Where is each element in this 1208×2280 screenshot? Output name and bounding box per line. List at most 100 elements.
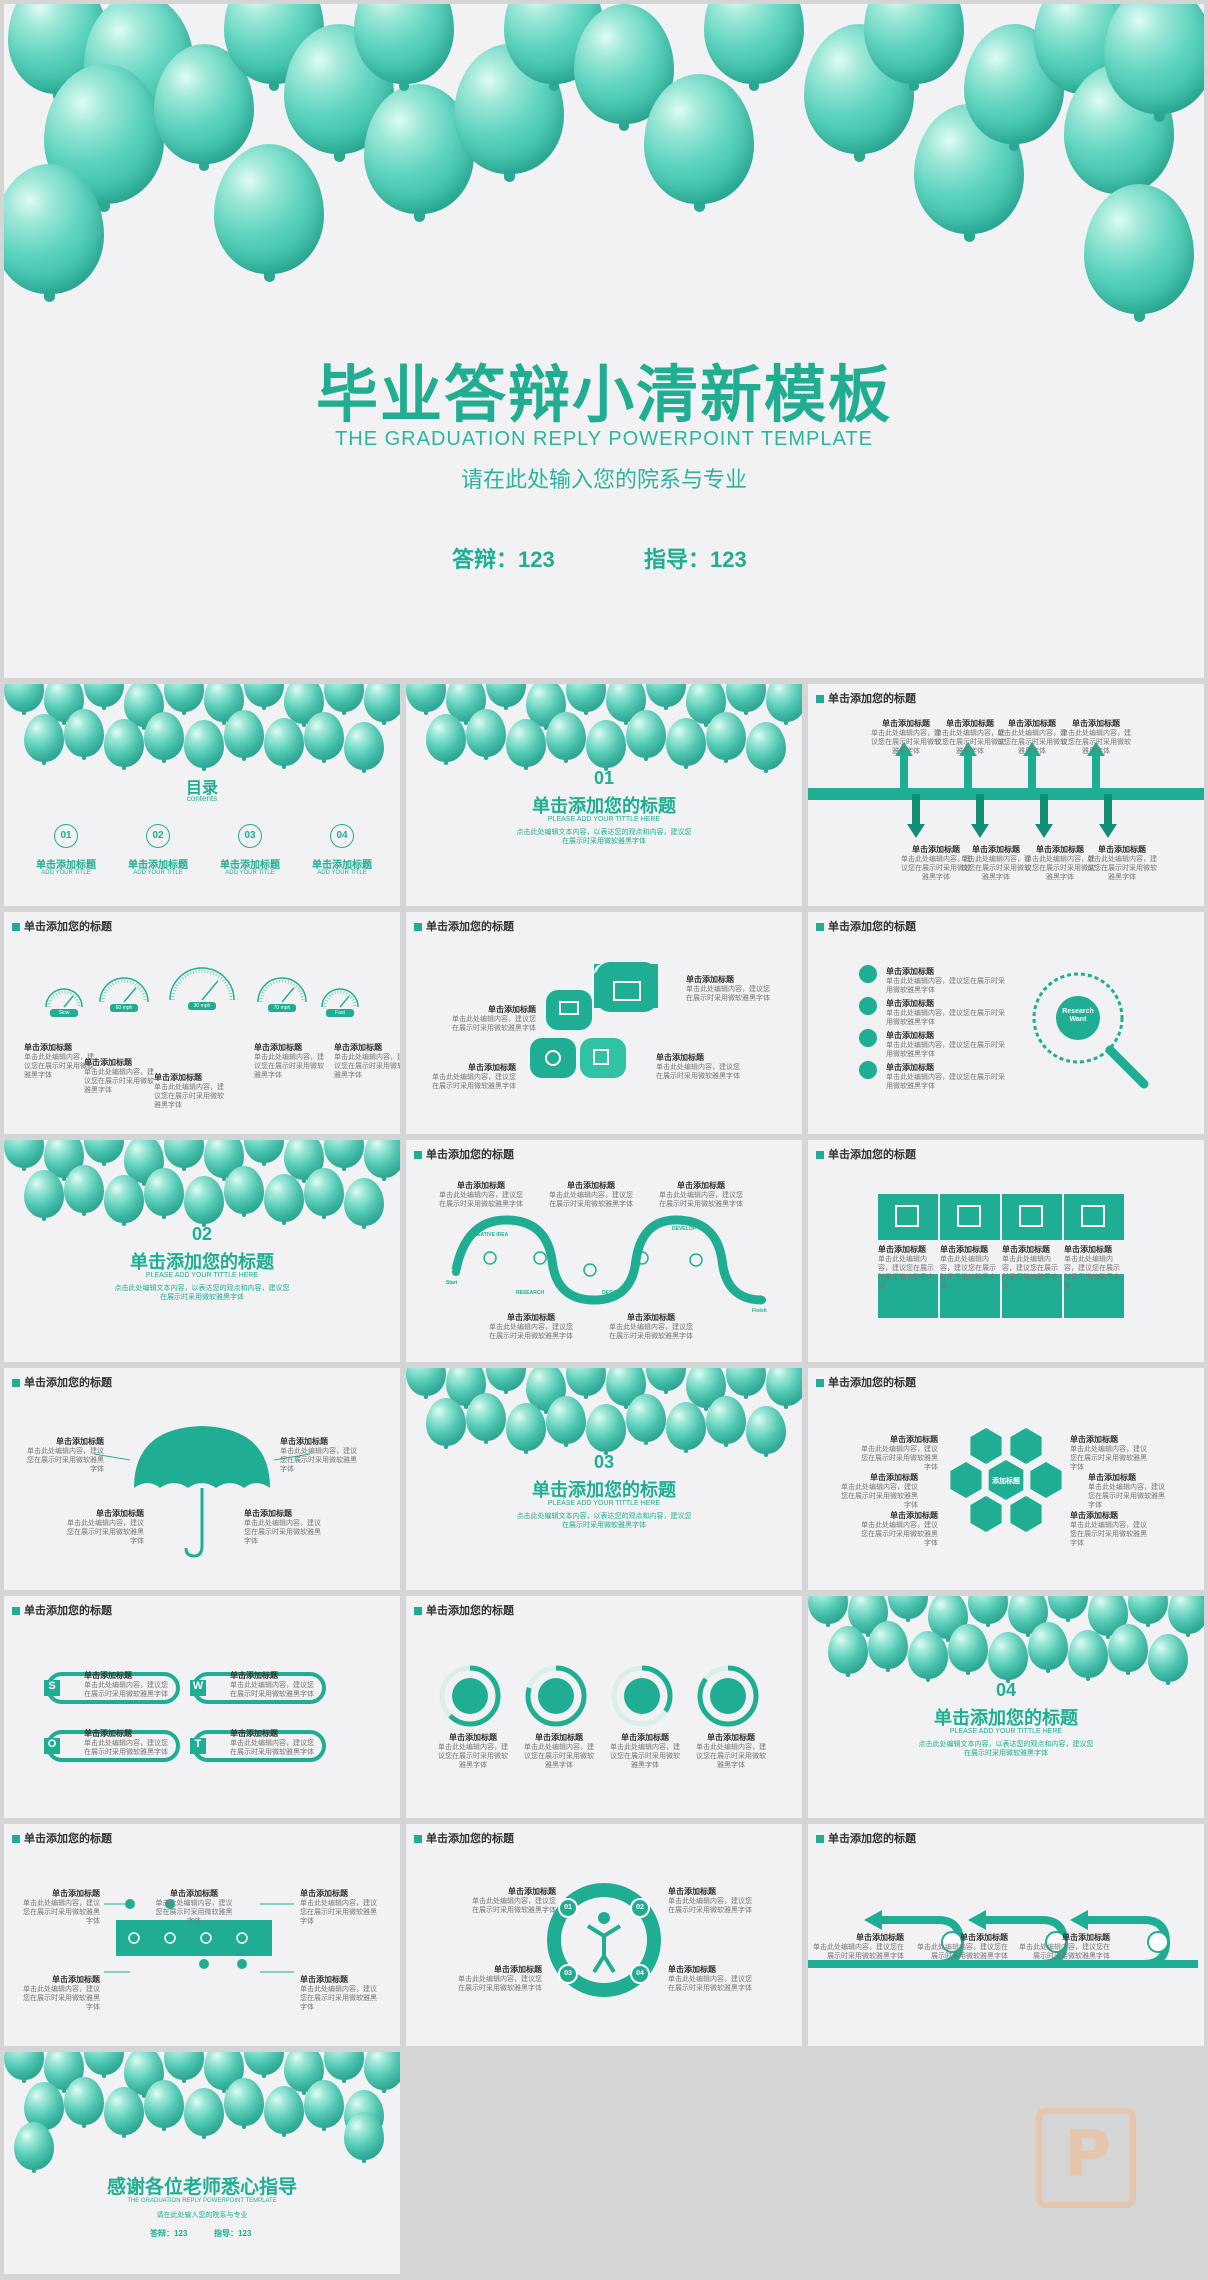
section-slide[interactable]: 03 单击添加您的标题 PLEASE ADD YOUR TITTLE HERE 点击此…	[406, 1368, 802, 1590]
umbrella-diagram	[4, 1368, 400, 1590]
uturn-slide[interactable]: 单击添加您的标题 单击添加标题 单击此处编辑内容，建议您在展示时采用微软雅黑字体 单击…	[808, 1824, 1204, 2046]
balloon-decoration	[988, 1632, 1028, 1683]
item-text: 单击此处编辑内容，建议您在展示时采用微软雅黑字体	[254, 1054, 324, 1079]
icon-grid-diagram	[808, 1140, 1204, 1362]
item-title: 单击添加标题	[154, 1073, 202, 1082]
item-title: 单击添加标题	[84, 1671, 132, 1680]
content-item: 单击添加标题 单击此处编辑内容，建议您在展示时采用微软雅黑字体	[154, 1888, 234, 1926]
item-text: 单击此处编辑内容，建议您在展示时采用微软雅黑字体	[452, 1016, 536, 1032]
wave-label: RESEARCH	[516, 1290, 545, 1296]
balloon-decoration	[264, 1174, 304, 1225]
person-circle-slide[interactable]: 单击添加您的标题 01 02 03 04 单击添加标题 单击此处编辑内容，建议您在展示时采用…	[406, 1824, 802, 2046]
balloon-decoration	[104, 2087, 144, 2138]
content-item: 单击添加标题 单击此处编辑内容，建议您在展示时采用微软雅黑字体	[452, 1964, 542, 1993]
item-text: 单击此处编辑内容，建议您在展示时采用微软雅黑字体	[917, 1944, 1008, 1960]
item-title: 单击添加标题	[56, 1437, 104, 1446]
balloon-decoration	[546, 712, 586, 763]
section-slide[interactable]: 02 单击添加您的标题 PLEASE ADD YOUR TITTLE HERE 点击此…	[4, 1140, 400, 1362]
toc-item-label[interactable]: 单击添加标题	[312, 860, 372, 871]
item-text: 单击此处编辑内容，建议您在展示时采用微软雅黑字体	[668, 1976, 752, 1992]
toc-item-label[interactable]: 单击添加标题	[128, 860, 188, 871]
item-text: 单击此处编辑内容，建议您在展示时采用微软雅黑字体	[886, 1042, 1005, 1058]
thanks-title: 感谢各位老师悉心指导	[106, 2177, 297, 2198]
balloon-decoration	[84, 1140, 124, 1166]
section-slide[interactable]: 01 单击添加您的标题 PLEASE ADD YOUR TITTLE HERE 点击此…	[406, 684, 802, 906]
item-text: 单击此处编辑内容，建议您在展示时采用微软雅黑字体	[230, 1682, 314, 1698]
wave-slide[interactable]: 单击添加您的标题 CREATIVE IDEA RESEARCH DESIGN DEVEL…	[406, 1140, 802, 1362]
content-item: 单击添加标题 单击此处编辑内容，建议您在展示时采用微软雅黑字体	[858, 1510, 938, 1548]
content-item: 单击添加标题 单击此处编辑内容，建议您在展示时采用微软雅黑字体	[1070, 1510, 1150, 1548]
item-text: 单击此处编辑内容，建议您在展示时采用微软雅黑字体	[961, 856, 1031, 881]
item-title: 单击添加标题	[886, 999, 934, 1008]
item-title: 单击添加标题	[668, 1887, 716, 1896]
balloon-decoration	[304, 1168, 344, 1219]
content-item: 单击添加标题 单击此处编辑内容，建议您在展示时采用微软雅黑字体	[466, 1886, 556, 1915]
swot-slide[interactable]: 单击添加您的标题 S W O T 单击添加标题 单击此处编辑内容，建议您在展示时采用微软雅黑…	[4, 1596, 400, 1818]
quadrant-slide[interactable]: 单击添加您的标题 单击添加标题 单击此处编辑内容，建议您在展示时采用微软雅黑字体单…	[406, 912, 802, 1134]
toc-item-label[interactable]: 单击添加标题	[220, 860, 280, 871]
content-item: 单击添加标题 单击此处编辑内容，建议您在展示时采用微软雅黑字体	[808, 1932, 904, 1961]
item-text: 单击此处编辑内容，建议您在展示时采用微软雅黑字体	[23, 1900, 100, 1925]
toc-number: 04	[330, 824, 354, 848]
balloon-decoration	[566, 1368, 606, 1399]
hero-slide[interactable]: 毕业答辩小清新模板 THE GRADUATION REPLY POWERPOIN…	[4, 4, 1204, 678]
thanks-subtitle-cn: 请在此处输入您的院系与专业	[156, 2212, 248, 2219]
balloon-decoration	[104, 719, 144, 770]
research-slide[interactable]: 单击添加您的标题 Research Want 单击添加标题 单击此处编辑内容，建议您在…	[808, 912, 1204, 1134]
balloon-decoration	[324, 684, 364, 715]
content-item: 单击添加标题 单击此处编辑内容，建议您在展示时采用微软雅黑字体	[486, 1312, 576, 1341]
item-title: 单击添加标题	[508, 1887, 556, 1896]
section-slide[interactable]: 04 单击添加您的标题 PLEASE ADD YOUR TITTLE HERE 点击此…	[808, 1596, 1204, 1818]
wave-label: DEVELOP	[672, 1226, 696, 1232]
toc-item-label[interactable]: 单击添加标题	[36, 860, 96, 871]
hexagon-slide[interactable]: 单击添加您的标题 添加标题 单击添加标题 单击此处编辑内容，建议您在展示时采用微软雅黑…	[808, 1368, 1204, 1590]
content-item: 单击添加标题 单击此处编辑内容，建议您在展示时采用微软雅黑字体	[436, 1180, 526, 1209]
arrow-timeline-slide[interactable]: 单击添加您的标题 单击添加标题 单击此处编辑内容，建议您在展示时采用微软雅黑字体 单击…	[808, 684, 1204, 906]
content-item: 单击添加标题 单击此处编辑内容，建议您在展示时采用微软雅黑字体	[436, 1732, 510, 1770]
item-title: 单击添加标题	[946, 719, 994, 728]
balloon-decoration	[506, 719, 546, 770]
balloon-decoration	[626, 1394, 666, 1445]
content-item: 单击添加标题 单击此处编辑内容，建议您在展示时采用微软雅黑字体	[84, 1728, 174, 1757]
item-text: 单击此处编辑内容，建议您在展示时采用微软雅黑字体	[1019, 1944, 1110, 1960]
toc-subtitle: contents	[186, 794, 218, 803]
thanks-slide[interactable]: 感谢各位老师悉心指导 THE GRADUATION REPLY POWERPOIN…	[4, 2052, 400, 2274]
item-text: 单击此处编辑内容，建议您在展示时采用微软雅黑字体	[489, 1324, 573, 1340]
item-text: 单击此处编辑内容，建议您在展示时采用微软雅黑字体	[878, 1256, 934, 1290]
item-text: 单击此处编辑内容，建议您在展示时采用微软雅黑字体	[1064, 1256, 1120, 1290]
balloon-decoration	[304, 2080, 344, 2131]
gauges-slide[interactable]: 单击添加您的标题 Slow 60 mph 30 mph 70 mph Fast 单击添加标题…	[4, 912, 400, 1134]
balloon-decoration	[726, 1368, 766, 1399]
puzzle-slide[interactable]: 单击添加您的标题 单击添加标题 单击此处编辑内容，建议您在展示时采用微软雅黑字体 单击…	[4, 1824, 400, 2046]
balloon-decoration	[364, 1140, 400, 1181]
umbrella-slide[interactable]: 单击添加您的标题 单击添加标题 单击此处编辑内容，建议您在展示时采用微软雅黑字体单…	[4, 1368, 400, 1590]
hexagon-diagram	[808, 1368, 1204, 1590]
balloon-decoration	[264, 718, 304, 769]
item-title: 单击添加标题	[870, 1473, 918, 1482]
content-item: 单击添加标题 单击此处编辑内容，建议您在展示时采用微软雅黑字体	[656, 1180, 746, 1209]
defense-label: 答辩：123	[150, 2229, 188, 2238]
icon-grid-slide[interactable]: 单击添加您的标题 单击添加标题 单击此处编辑内容，建议您在展示时采用微软雅黑字体 单击…	[808, 1140, 1204, 1362]
balloon-decoration	[364, 2052, 400, 2093]
balloon-decoration	[864, 4, 964, 92]
item-text: 单击此处编辑内容，建议您在展示时采用微软雅黑字体	[886, 1074, 1005, 1090]
content-item: 单击添加标题 单击此处编辑内容，建议您在展示时采用微软雅黑字体	[886, 1030, 1006, 1059]
advisor-label: 指导：123	[644, 547, 747, 572]
balloon-decoration	[486, 684, 526, 710]
balloon-decoration	[14, 2122, 54, 2173]
donut-icons-slide[interactable]: 单击添加您的标题 单击添加标题 单击此处编辑内容，建议您在展示时采用微软雅黑字体 单击…	[406, 1596, 802, 1818]
item-text: 单击此处编辑内容，建议您在展示时采用微软雅黑字体	[230, 1740, 314, 1756]
item-text: 单击此处编辑内容，建议您在展示时采用微软雅黑字体	[24, 1054, 94, 1079]
balloon-decoration	[24, 714, 64, 765]
swot-letter: T	[194, 1738, 202, 1750]
research-word: Research Want	[1062, 1008, 1094, 1023]
swot-letter: O	[47, 1738, 57, 1750]
content-item: 单击添加标题 单击此处编辑内容，建议您在展示时采用微软雅黑字体	[446, 1004, 536, 1033]
item-text: 单击此处编辑内容，建议您在展示时采用微软雅黑字体	[609, 1324, 693, 1340]
item-text: 单击此处编辑内容，建议您在展示时采用微软雅黑字体	[1070, 1446, 1147, 1471]
balloon-decoration	[144, 712, 184, 763]
arrow-diagram	[808, 684, 1204, 906]
toc-slide[interactable]: 目录 contents 01 单击添加标题 ADD YOUR TITLE 02 单击添加标题…	[4, 684, 400, 906]
thanks-subtitle-en: THE GRADUATION REPLY POWERPOINT TEMPLATE	[127, 2198, 277, 2204]
item-title: 单击添加标题	[334, 1043, 382, 1052]
